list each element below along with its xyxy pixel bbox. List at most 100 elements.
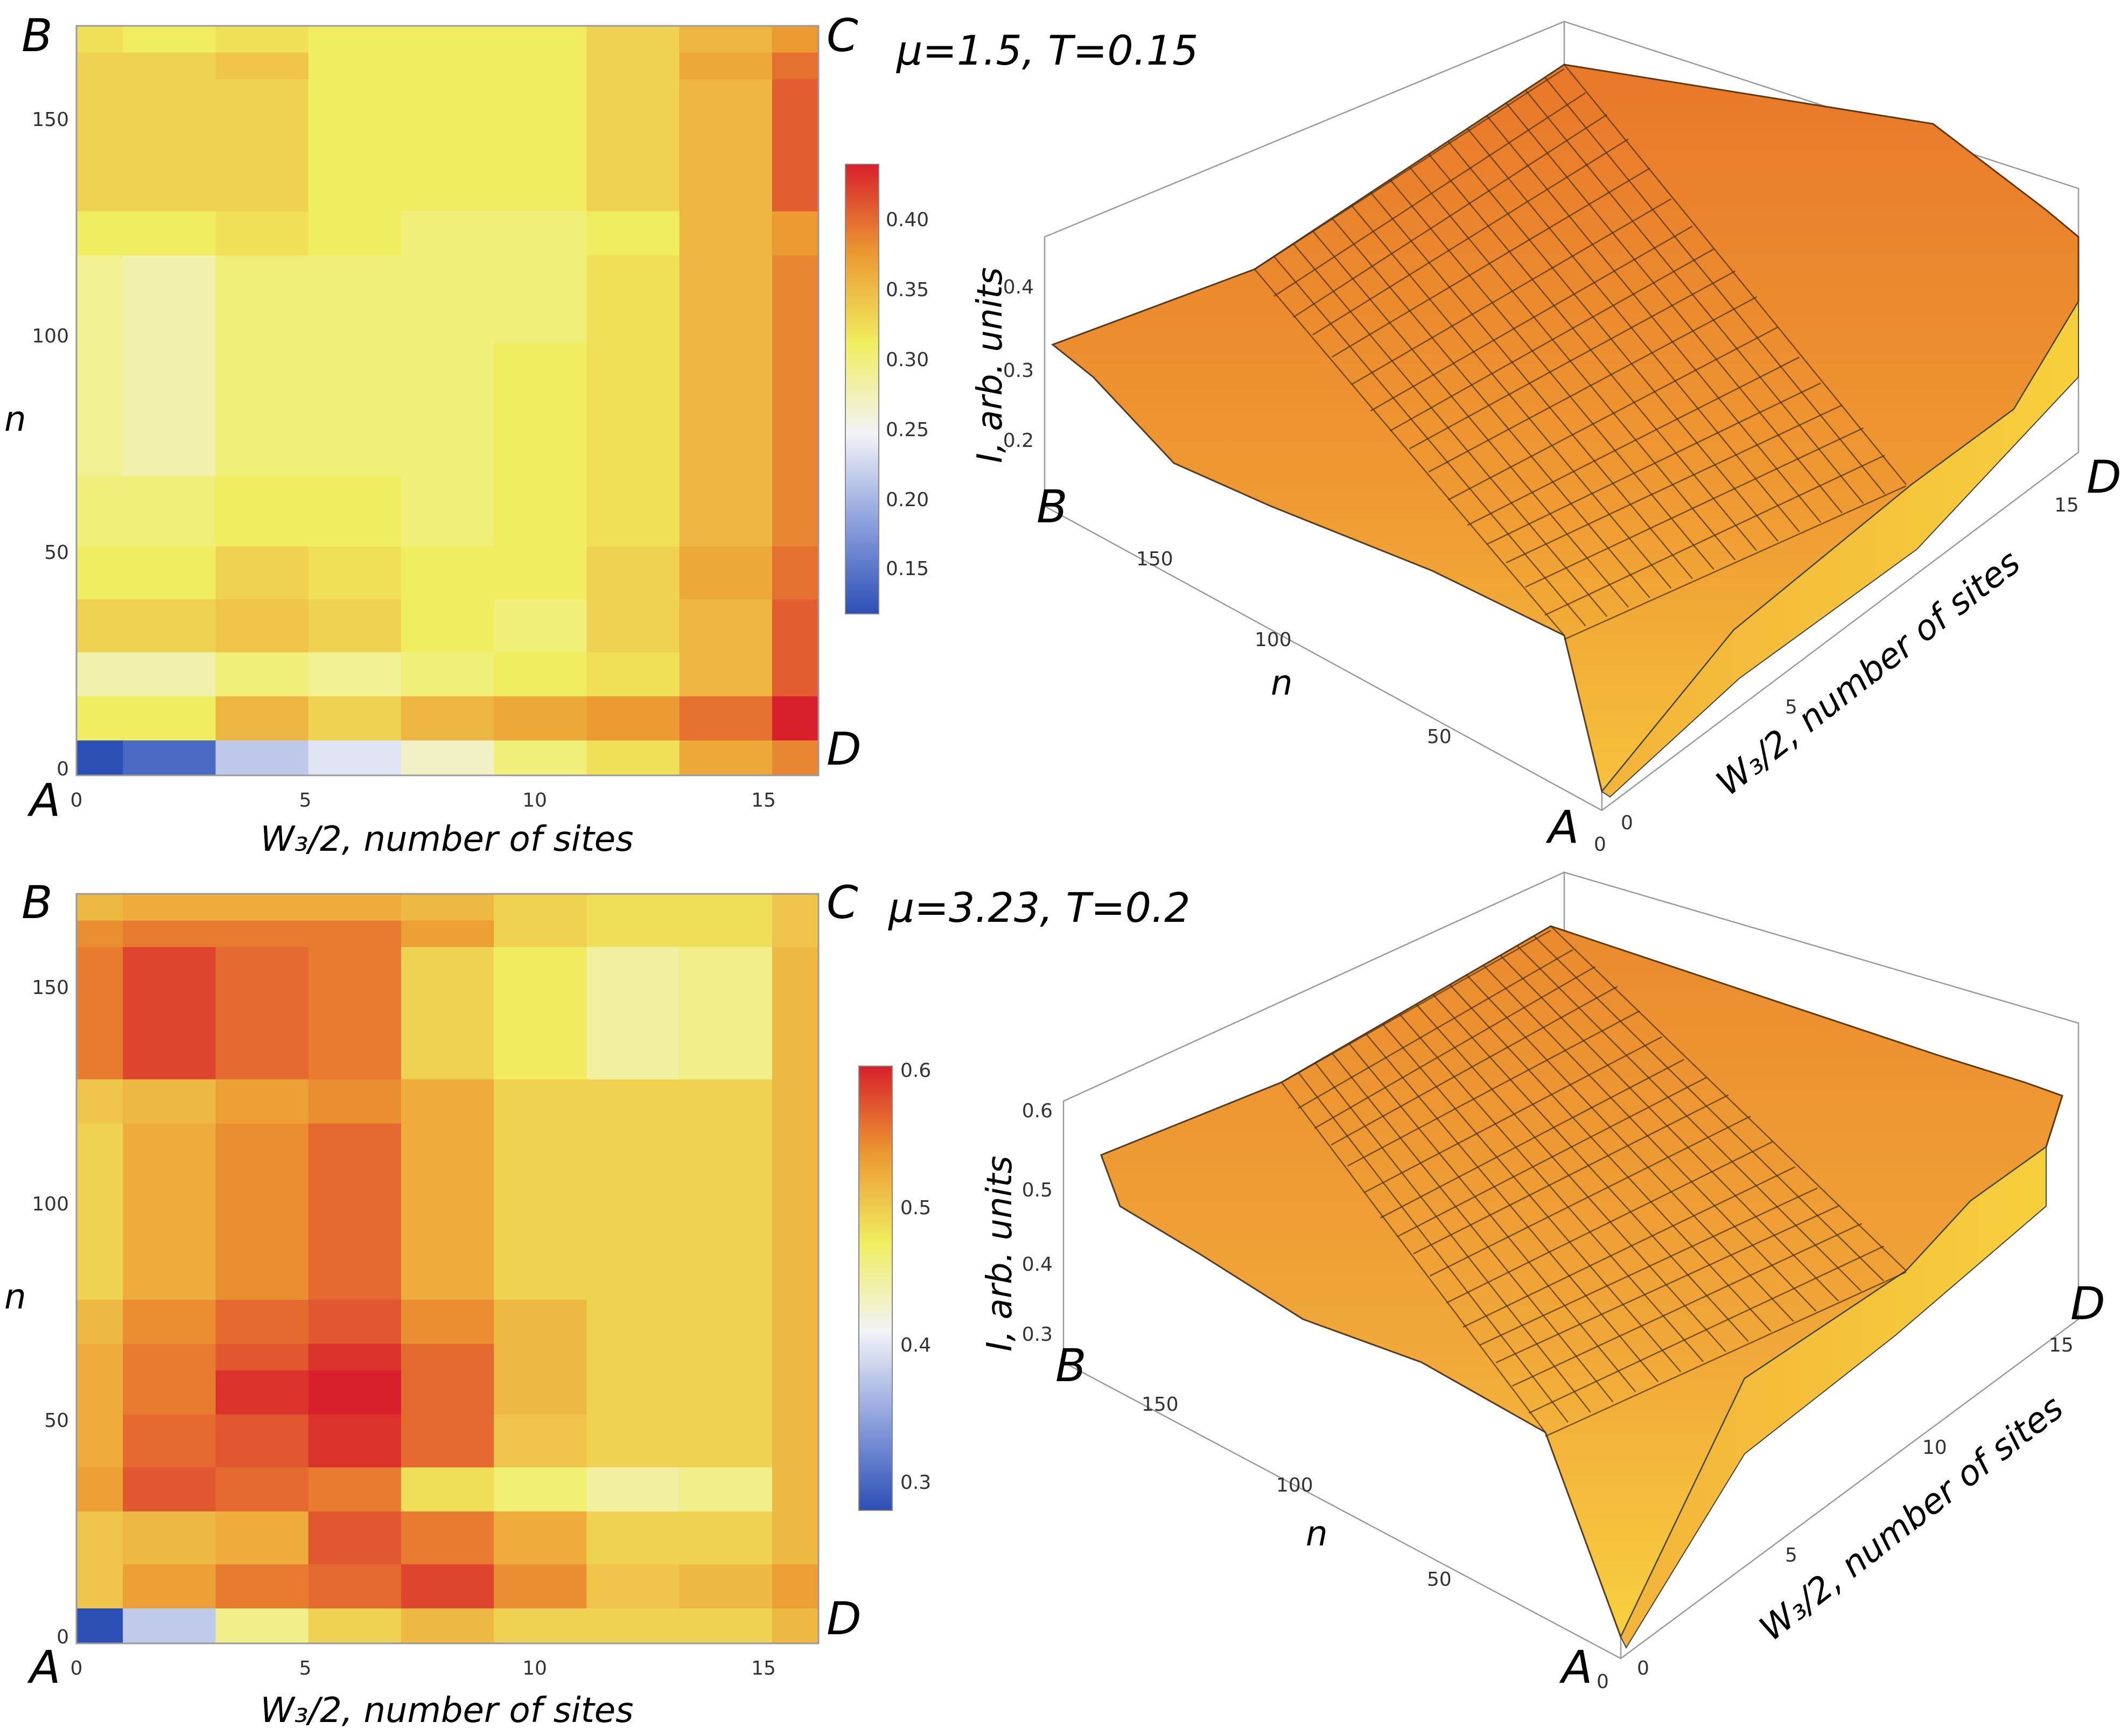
heatmap-cell [494,1079,587,1124]
mesh-line [1413,1094,1729,1255]
heatmap-cell [401,1211,494,1300]
heatmap-cell [494,1467,587,1511]
heatmap-cell [215,26,309,53]
heatmap-cell [308,1511,402,1565]
mesh-line [1370,226,1693,412]
heatmap-cell [772,1467,819,1511]
heatmap-cell [215,652,309,697]
mesh-line [1298,949,1573,1109]
heatmap-cell [772,1370,819,1415]
heatmap-cell [76,652,123,697]
colorbar-tick: 0.40 [886,209,929,231]
heatmap-cell [679,1343,773,1370]
mesh-line [1525,89,1864,504]
heatmap-cell [586,1211,680,1300]
heatmap-cell [76,696,123,741]
mesh-line [1332,167,1650,358]
colorbar-tick: 0.6 [900,1060,931,1082]
heatmap-cell [586,894,680,921]
heatmap-cell [772,1123,819,1212]
heatmap-cell [586,431,680,476]
heatmap-cell [123,1564,216,1609]
heatmap-cell [215,1299,309,1344]
mesh-line [1273,92,1586,297]
mesh-line [1348,1042,1636,1392]
heatmap-cell [494,255,587,344]
heatmap-cell [215,1370,309,1415]
surface-1-n-label: n [1271,663,1293,703]
colorbar-tick: 0.20 [886,489,929,511]
heatmap-cell [679,79,773,212]
mesh-line [1331,1052,1614,1403]
mesh-line [1347,1010,1640,1167]
mesh-line [1398,1013,1704,1362]
heatmap-cell [679,1079,773,1124]
surface-2-z-label: I, arb. units [980,1156,1020,1352]
heatmap-cell [401,1467,494,1511]
heatmap-cell [123,343,216,432]
heatmap-cell [215,920,309,947]
heatmap-cell [308,1079,402,1124]
mesh-line [1467,356,1800,526]
mesh-line [1396,1077,1707,1238]
heatmap-cell [308,211,402,256]
heatmap-cell [586,475,680,547]
heatmap-cell [308,920,402,947]
heatmap-cell [123,1414,216,1468]
y-tick: 0 [57,758,69,780]
heatmap-cell [123,740,216,776]
colorbar-tick: 0.3 [900,1472,931,1494]
z-tick: 0.3 [1003,360,1034,382]
heatmap-cell [308,599,402,653]
heatmap-cell [401,894,494,921]
mesh-line [1312,230,1629,608]
surface-1-wall [1601,299,2079,798]
heatmap-cell [215,52,309,79]
heatmap-cell [401,26,494,53]
heatmap-cell [679,1414,773,1468]
heatmap-cell [308,947,402,1080]
mesh-line [1382,1023,1682,1373]
heatmap-cell [215,696,309,741]
heatmap-cell [76,1370,123,1415]
y-tick: 50 [44,1410,69,1432]
heatmap-cell [123,1467,216,1511]
heatmap-cell [586,1079,680,1124]
heatmap-cell [215,1414,309,1468]
heatmap-cell [123,26,216,53]
heatmap-cell [586,740,680,776]
mesh-line [1447,141,1779,542]
heatmap-cell [401,1414,494,1468]
heatmap-cell [215,894,309,921]
heatmap-2 [76,894,819,1644]
heatmap-cell [586,652,680,697]
x-tick: 0 [71,1657,83,1679]
mesh-line [1370,192,1693,579]
colorbar-tick: 0.25 [886,419,929,441]
heatmap-cell [494,52,587,79]
heatmap-cell [772,599,819,653]
heatmap-cell [586,1608,680,1644]
heatmap-cell [494,1414,587,1468]
heatmap-cell [123,1608,216,1644]
heatmap-cell [586,1123,680,1212]
heatmap-cell [76,920,123,947]
mesh-line [1550,926,1907,1271]
heatmap-cell [772,79,819,212]
heatmap-cell [123,475,216,547]
mesh-line [1281,929,1551,1083]
heatmap-cell [76,211,123,256]
heatmap-cell [772,475,819,547]
mesh-line [1533,935,1885,1282]
heatmap-cell [76,1343,123,1370]
corner-b: B [22,9,53,62]
heatmap-cell [586,211,680,256]
heatmap-cell [772,947,819,1080]
x-tick: 10 [522,1657,547,1679]
heatmap-cell [215,211,309,256]
heatmap-cell [215,740,309,776]
heatmap-cell [679,1511,773,1565]
heatmap-cell [772,26,819,53]
heatmap-cell [76,431,123,476]
heatmap-cell [586,920,680,947]
